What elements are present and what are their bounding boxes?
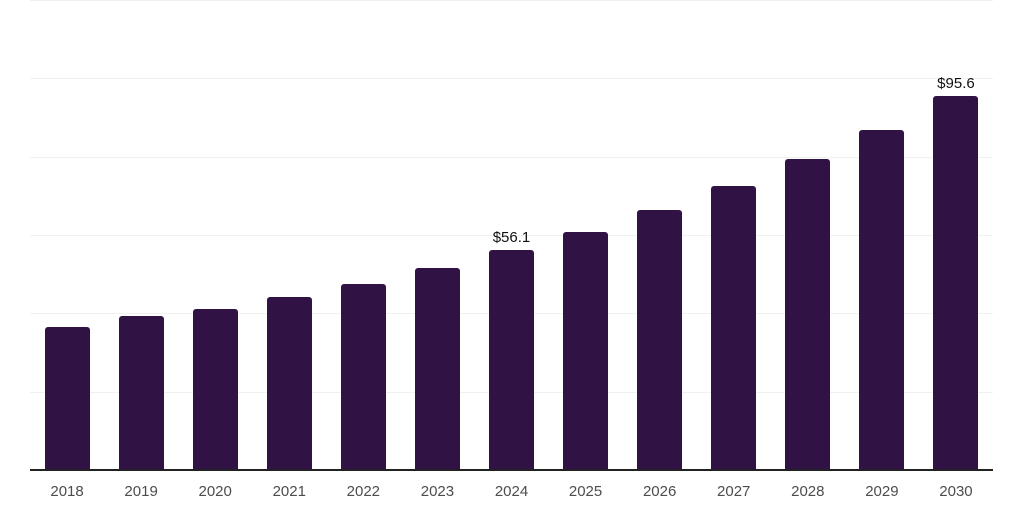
x-axis-label-2030: 2030 — [939, 483, 973, 500]
x-axis-labels: 2018 2019 2020 2021 2022 2023 2024 2025 2026 2027… — [30, 483, 993, 505]
bar-2020[interactable] — [192, 309, 238, 470]
x-axis-label-2020: 2020 — [198, 483, 232, 500]
x-axis-label-2028: 2028 — [791, 483, 825, 500]
bar-2022[interactable] — [340, 283, 386, 470]
bar-2030[interactable] — [933, 95, 979, 470]
gridline-120 — [30, 0, 993, 1]
plot-area: $56.1 $95.6 — [30, 0, 993, 470]
x-axis-label-2023: 2023 — [420, 483, 455, 500]
x-axis-label-2018: 2018 — [50, 483, 84, 500]
gridline-80 — [30, 156, 993, 158]
bar-2024[interactable] — [489, 250, 534, 470]
bar-2019[interactable] — [118, 315, 164, 470]
bar-2027[interactable] — [711, 186, 757, 470]
x-axis-label-2025: 2025 — [568, 483, 603, 500]
bar-2023[interactable] — [414, 267, 460, 470]
bar-2021[interactable] — [266, 297, 312, 470]
bar-2028[interactable] — [785, 159, 831, 470]
x-axis-label-2021: 2021 — [272, 483, 306, 500]
bar-value-label-2030: $95.6 — [937, 74, 975, 92]
bar-2018[interactable] — [44, 326, 90, 470]
x-axis-line — [30, 469, 993, 471]
x-axis-label-2027: 2027 — [717, 483, 751, 500]
bar-2025[interactable] — [563, 231, 609, 470]
bar-2029[interactable] — [859, 130, 905, 470]
bar-value-label-2024: $56.1 — [492, 229, 531, 247]
gridline-100 — [30, 78, 993, 80]
x-axis-label-2022: 2022 — [346, 483, 381, 500]
bar-2026[interactable] — [637, 210, 683, 470]
x-axis-label-2026: 2026 — [642, 483, 677, 500]
gridline-60 — [30, 235, 993, 236]
x-axis-label-2019: 2019 — [124, 483, 158, 500]
x-axis-label-2029: 2029 — [865, 483, 899, 500]
x-axis-label-2024: 2024 — [494, 483, 529, 500]
